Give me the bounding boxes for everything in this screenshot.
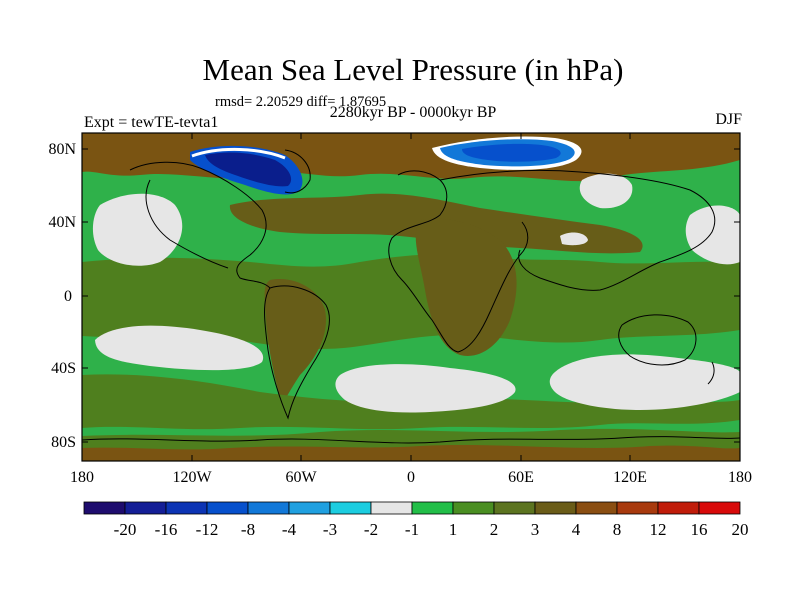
greenland-anomaly-inner <box>205 152 292 187</box>
lon-label-180-west: 180 <box>70 469 94 486</box>
colorbar-label: 8 <box>613 520 622 539</box>
colorbar-swatch <box>698 501 741 515</box>
period-label: 2280kyr BP - 0000kyr BP <box>329 104 497 121</box>
pressure-difference-field <box>82 133 740 461</box>
colorbar-swatch <box>575 501 618 515</box>
barents-anomaly-inner <box>462 143 561 162</box>
west-pacific-low-anomaly <box>685 205 740 265</box>
lon-label-120w: 120W <box>172 469 212 486</box>
latitude-axis <box>82 148 740 443</box>
south-pacific-low-anomaly <box>95 325 264 371</box>
australia-coast <box>618 314 697 366</box>
colorbar-label: -4 <box>282 520 297 539</box>
colorbar-label: 3 <box>531 520 540 539</box>
colorbar: -20 -16 -12 -8 -4 -3 -2 -1 1 2 3 4 8 12 16 20 <box>83 501 749 539</box>
lon-label-60w: 60W <box>285 469 317 486</box>
colorbar-label: -20 <box>114 520 137 539</box>
antarctic-brown-patches <box>82 445 740 461</box>
europe-africa-coast <box>388 170 529 353</box>
colorbar-label: -16 <box>155 520 178 539</box>
new-zealand-coast <box>707 361 715 385</box>
colorbar-label: -12 <box>196 520 219 539</box>
lat-label-40s: 40S <box>51 360 76 377</box>
south-america-coast <box>264 285 330 420</box>
lat-label-80s: 80S <box>51 434 76 451</box>
colorbar-label: 16 <box>691 520 708 539</box>
colorbar-label: 1 <box>449 520 458 539</box>
colorbar-label: 12 <box>650 520 667 539</box>
colorbar-swatch <box>370 501 413 515</box>
lon-label-60e: 60E <box>508 469 534 486</box>
lon-label-120e: 120E <box>613 469 647 486</box>
colorbar-swatch <box>206 501 249 515</box>
colorbar-label: 20 <box>732 520 749 539</box>
season-label: DJF <box>715 111 742 128</box>
colorbar-label: -2 <box>364 520 378 539</box>
indian-ocean-low-anomaly <box>549 354 740 410</box>
tropical-olive-belt <box>82 254 740 349</box>
colorbar-swatch <box>452 501 495 515</box>
lat-label-equator: 0 <box>64 288 72 305</box>
colorbar-swatch <box>329 501 372 515</box>
colorbar-swatch <box>616 501 659 515</box>
colorbar-swatch <box>124 501 167 515</box>
north-america-coast <box>129 161 271 289</box>
colorbar-swatch <box>657 501 700 515</box>
eastern-continent-olive <box>415 218 517 356</box>
asian-small-low-anomaly <box>560 232 588 246</box>
colorbar-label: 4 <box>572 520 581 539</box>
greenland-coast <box>284 149 311 194</box>
colorbar-label: 2 <box>490 520 499 539</box>
colorbar-swatch <box>411 501 454 515</box>
colorbar-swatch <box>534 501 577 515</box>
siberian-low-anomaly <box>579 173 633 209</box>
colorbar-swatch <box>493 501 536 515</box>
lon-label-0: 0 <box>407 469 415 486</box>
longitude-labels: 180 120W 60W 0 60E 120E 180 <box>70 469 752 486</box>
longitude-axis <box>81 133 631 461</box>
colorbar-swatch <box>83 501 126 515</box>
coastlines <box>82 149 740 444</box>
south-atlantic-low-anomaly <box>335 364 516 413</box>
lon-label-180-east: 180 <box>728 469 752 486</box>
antarctica-coast <box>82 436 740 444</box>
latitude-labels: 80N 40N 0 40S 80S <box>48 141 76 451</box>
map-title: Mean Sea Level Pressure (in hPa) <box>202 52 624 87</box>
experiment-label: Expt = tewTE-tevta1 <box>84 114 219 131</box>
colorbar-label: -8 <box>241 520 255 539</box>
colorbar-label: -3 <box>323 520 337 539</box>
lat-label-40n: 40N <box>48 214 76 231</box>
asia-coast <box>439 169 716 291</box>
colorbar-swatch <box>165 501 208 515</box>
southern-america-olive <box>264 279 326 405</box>
stats-label: rmsd= 2.20529 diff= 1.87695 <box>215 94 387 110</box>
colorbar-label: -1 <box>405 520 419 539</box>
lat-label-80n: 80N <box>48 141 76 158</box>
north-pacific-low-anomaly <box>92 193 183 266</box>
colorbar-swatch <box>247 501 290 515</box>
colorbar-swatch <box>288 501 331 515</box>
greenland-white-rim <box>191 148 286 160</box>
